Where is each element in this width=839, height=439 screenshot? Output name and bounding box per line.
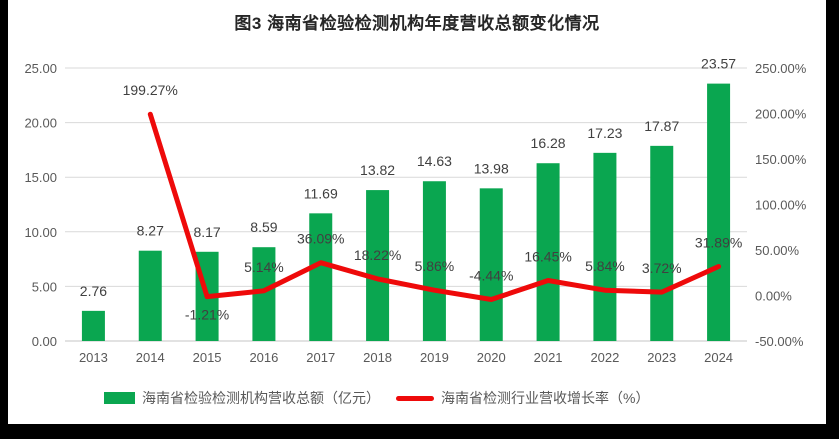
chart-legend: 海南省检验检测机构营收总额（亿元） 海南省检测行业营收增长率（%）	[8, 388, 826, 408]
line-value-label: 18.22%	[354, 247, 401, 263]
chart-title: 图3 海南省检验检测机构年度营收总额变化情况	[234, 14, 600, 33]
left-axis-tick-label: 15.00	[24, 170, 57, 185]
line-value-label: 5.14%	[244, 259, 284, 275]
bar-2022	[593, 152, 617, 341]
bar-value-label: 13.98	[474, 160, 509, 176]
line-value-label: -4.44%	[469, 268, 513, 284]
line-series-swatch-icon	[396, 395, 434, 401]
bar-value-label: 11.69	[304, 185, 338, 201]
bar-2017	[309, 213, 333, 341]
left-axis-tick-label: 10.00	[24, 225, 57, 240]
right-axis-tick-label: 150.00%	[755, 152, 807, 167]
bar-2020	[479, 188, 503, 341]
x-axis-category-label: 2019	[420, 350, 449, 365]
right-axis-tick-label: 250.00%	[755, 61, 807, 76]
left-axis-tick-label: 0.00	[32, 334, 57, 349]
bar-value-label: 17.23	[587, 125, 622, 141]
bar-2014	[138, 250, 162, 341]
line-value-label: 16.45%	[524, 249, 571, 265]
bar-value-label: 23.57	[701, 56, 736, 72]
chart-panel: 图3 海南省检验检测机构年度营收总额变化情况 0.00 5.00 10.00 15.0…	[8, 0, 826, 424]
left-axis-tick-label: 5.00	[32, 279, 57, 294]
legend-item-growth: 海南省检测行业营收增长率（%）	[396, 388, 649, 408]
bar-value-label: 17.87	[644, 118, 679, 134]
x-axis-category-label: 2016	[249, 350, 278, 365]
x-axis-category-label: 2013	[79, 350, 108, 365]
line-value-label: 31.89%	[695, 234, 742, 250]
bar-value-label: 14.63	[417, 153, 452, 169]
right-axis-tick-label: 0.00%	[755, 289, 792, 304]
line-value-label: 36.09%	[297, 231, 344, 247]
bar-2019	[422, 181, 446, 341]
x-axis-category-label: 2018	[363, 350, 392, 365]
right-axis-tick-label: 200.00%	[755, 107, 807, 122]
bar-2024	[707, 83, 731, 341]
right-axis-tick-label: 100.00%	[755, 198, 807, 213]
bar-value-label: 8.59	[250, 219, 277, 235]
combo-chart-plot: 0.00 5.00 10.00 15.00 20.00 25.00 -50.00% 0.00%…	[24, 56, 807, 365]
line-value-label: 3.72%	[642, 260, 682, 276]
bar-2013	[81, 310, 105, 341]
bar-value-label: 16.28	[531, 135, 566, 151]
x-axis-category-label: 2015	[193, 350, 222, 365]
left-axis-tick-label: 20.00	[24, 116, 57, 131]
bar-value-label: 8.27	[137, 223, 164, 239]
bar-value-label: 8.17	[193, 224, 220, 240]
line-value-label: -1.21%	[185, 307, 229, 323]
x-axis-category-label: 2014	[136, 350, 165, 365]
bar-2021	[536, 163, 560, 341]
x-axis-category-label: 2023	[647, 350, 676, 365]
x-axis-category-label: 2022	[590, 350, 619, 365]
line-value-label: 199.27%	[123, 82, 178, 98]
line-value-label: 5.84%	[585, 258, 625, 274]
x-axis-category-label: 2017	[306, 350, 335, 365]
legend-label-growth: 海南省检测行业营收增长率（%）	[441, 390, 650, 406]
bar-2016	[252, 247, 276, 341]
bar-series-swatch-icon	[104, 392, 135, 404]
right-axis-tick-label: -50.00%	[755, 334, 804, 349]
x-axis-category-label: 2020	[477, 350, 506, 365]
line-value-label: 5.86%	[415, 258, 455, 274]
legend-label-revenue: 海南省检验检测机构营收总额（亿元）	[142, 390, 380, 406]
growth-rate-line	[147, 111, 722, 302]
bar-value-label: 2.76	[80, 283, 107, 299]
right-axis-tick-label: 50.00%	[755, 243, 800, 258]
bar-value-label: 13.82	[360, 162, 395, 178]
legend-item-revenue: 海南省检验检测机构营收总额（亿元）	[104, 388, 380, 408]
x-axis-category-label: 2024	[704, 350, 733, 365]
bar-2018	[366, 190, 390, 341]
left-axis-tick-label: 25.00	[24, 61, 57, 76]
x-axis-category-label: 2021	[534, 350, 563, 365]
bar-2023	[650, 145, 674, 341]
